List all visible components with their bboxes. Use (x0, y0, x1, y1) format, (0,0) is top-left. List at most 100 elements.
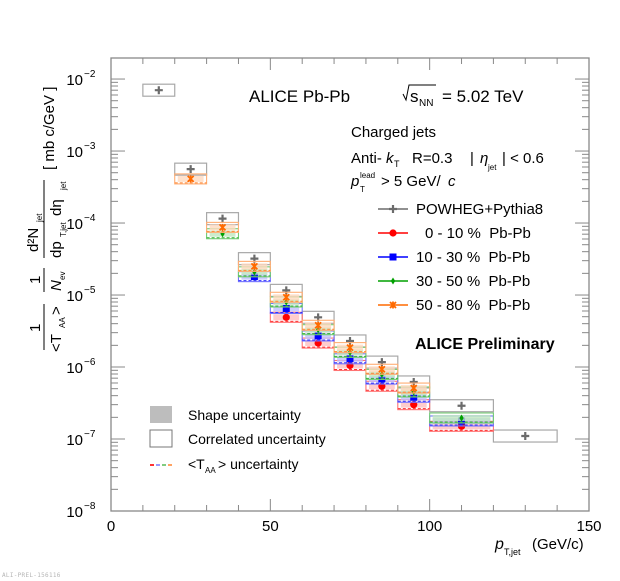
x-axis-label: p T,jet (GeV/c) (494, 536, 584, 557)
marker-cross (186, 165, 195, 174)
y-frac2-den-sub: ev (58, 272, 67, 280)
correlated-uncertainty-box (142, 83, 176, 97)
marker-cross (154, 86, 163, 95)
info-c: c (448, 173, 456, 190)
sqrt-symbol (402, 84, 436, 102)
x-tick-label: 100 (417, 518, 442, 535)
marker-circle (410, 401, 418, 409)
y-tick-exp: −6 (84, 357, 96, 368)
x-tick-label: 50 (262, 518, 279, 535)
data-marks (142, 83, 558, 443)
marker-star (282, 293, 290, 301)
correlated-uncertainty-box (429, 412, 494, 424)
legend: POWHEG+Pythia8 0 - 10 % Pb-Pb 10 - 30 % Pb… (378, 201, 543, 314)
data-point (429, 412, 494, 424)
y-tick-base: 10 (66, 360, 83, 377)
y-ticks: 10−210−310−410−510−610−710−8 (66, 69, 589, 521)
info-eta-bar: | (470, 150, 474, 167)
data-point (269, 291, 303, 303)
x-ticks: 0 50 100 150 (107, 58, 602, 535)
data-point (237, 260, 271, 272)
correlated-uncertainty-box (397, 382, 431, 394)
legend-item: POWHEG+Pythia8 (378, 201, 543, 218)
y-tick-exp: −7 (84, 429, 96, 440)
info-eta-cut: | < 0.6 (502, 150, 544, 167)
info-anti: Anti- (351, 150, 382, 167)
data-point (301, 319, 335, 331)
y-tick-base: 10 (66, 432, 83, 449)
y-frac3-den: dp (48, 241, 65, 258)
data-point (174, 173, 208, 185)
data-point (397, 399, 431, 411)
info-eta-sub: jet (487, 163, 497, 172)
y-frac3-num-sub: jet (35, 213, 44, 223)
taa-uncertainty-label-pre: <T (188, 456, 205, 472)
marker-cross (218, 214, 227, 223)
correlated-uncertainty-box (237, 260, 271, 272)
y-frac1-num: 1 (27, 324, 44, 332)
taa-pre: <T (188, 456, 205, 472)
legend-item: 0 - 10 % Pb-Pb (378, 225, 531, 242)
data-point (397, 382, 431, 394)
y-frac3-den-sub2: jet (59, 181, 68, 191)
energy-label: s NN = 5.02 TeV (402, 84, 524, 109)
x-tick-label: 0 (107, 518, 115, 535)
y-tick-exp: −3 (84, 141, 96, 152)
legend-item: 10 - 30 % Pb-Pb (378, 249, 530, 266)
correlated-uncertainty-box (174, 173, 208, 185)
info-radius: R=0.3 (412, 150, 452, 167)
y-tick-base: 10 (66, 72, 83, 89)
marker-star (250, 262, 259, 271)
correlated-uncertainty-box (492, 429, 558, 443)
info-k-sub: T (394, 159, 400, 169)
y-tick-label: 10 −8 (66, 501, 96, 521)
info-p: p (350, 173, 359, 190)
y-tick-exp: −2 (84, 69, 96, 80)
marker-cross (282, 286, 291, 295)
info-eta: η (480, 150, 488, 167)
y-tick-base: 10 (66, 288, 83, 305)
data-point (237, 252, 271, 266)
info-line-2: Anti- k T R=0.3 | η jet | < 0.6 (351, 150, 544, 172)
correlated-uncertainty-box (174, 162, 208, 176)
y-axis-label: 1 <T AA > 1 N ev d²N jet dp T,jet dη jet… (25, 87, 68, 352)
y-frac1-den-end: > (48, 306, 65, 315)
info-cut: > 5 GeV/ (381, 173, 441, 190)
data-point (301, 310, 335, 324)
taa-sub: AA (205, 466, 216, 475)
data-point (174, 162, 208, 176)
y-tick-exp: −4 (84, 213, 96, 224)
x-label-unit: (GeV/c) (532, 536, 584, 553)
correlated-uncertainty-label: Correlated uncertainty (188, 431, 326, 447)
legend-label: 10 - 30 % Pb-Pb (416, 249, 530, 266)
marker-star (389, 301, 397, 309)
preliminary-label: ALICE Preliminary (415, 336, 555, 353)
figure-id: ALI-PREL-156116 (2, 572, 61, 579)
marker-cross (521, 432, 530, 441)
data-point (333, 342, 367, 354)
info-p-sub: T (360, 185, 365, 194)
legend-item: 30 - 50 % Pb-Pb (378, 273, 530, 290)
y-frac2-num: 1 (27, 276, 44, 284)
correlated-uncertainty-box (333, 342, 367, 354)
marker-star (187, 175, 195, 183)
y-unit: [ mb c/GeV ] (41, 87, 58, 170)
y-tick-label: 10 −2 (66, 69, 96, 89)
y-tick-label: 10 −4 (66, 213, 96, 233)
plot-frame (110, 57, 590, 512)
marker-star (314, 321, 322, 329)
legend-label: POWHEG+Pythia8 (416, 201, 543, 218)
y-frac3-num: d²N (25, 228, 42, 252)
marker-star (218, 223, 227, 232)
y-frac3-den-mid: dη (48, 199, 65, 216)
info-line-1: Charged jets (351, 124, 436, 141)
correlated-uncertainty-box (269, 291, 303, 303)
y-tick-exp: −5 (84, 285, 96, 296)
info-k: k (386, 150, 395, 167)
info-lead: lead (360, 171, 375, 180)
x-label-sub: T,jet (504, 547, 521, 557)
info-line-3: p lead T > 5 GeV/ c (350, 171, 456, 194)
correlated-uncertainty-box (206, 221, 240, 233)
marker-square (282, 304, 290, 312)
